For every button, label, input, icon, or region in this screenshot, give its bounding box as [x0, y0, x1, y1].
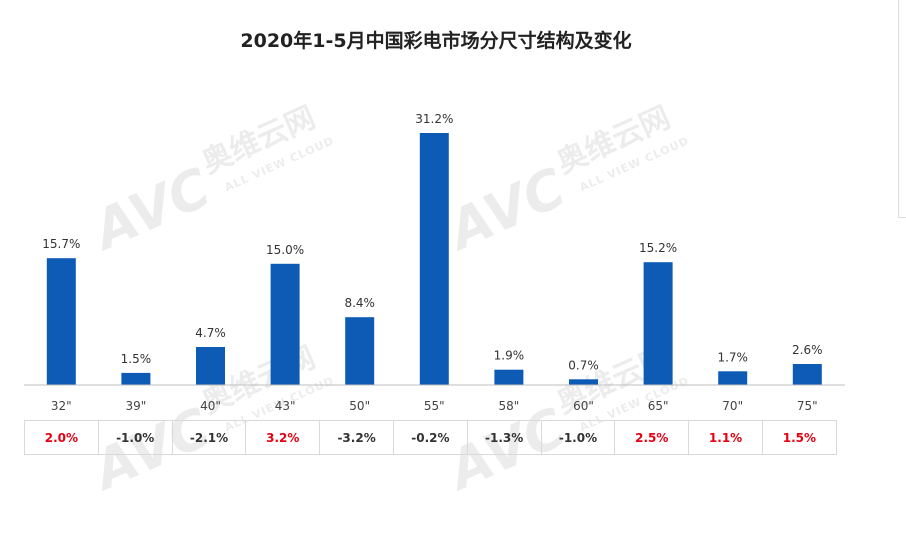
bar-1	[121, 372, 151, 385]
bar-4	[345, 317, 375, 385]
category-label-6: 58"	[499, 399, 520, 413]
bar-0	[46, 258, 76, 385]
category-label-2: 40"	[200, 399, 221, 413]
category-label-7: 60"	[573, 399, 594, 413]
value-label-3: 15.0%	[266, 243, 304, 257]
category-label-10: 75"	[797, 399, 818, 413]
bar-10	[792, 364, 822, 385]
bar-5	[419, 133, 449, 385]
change-cell-5: -0.2%	[392, 420, 468, 455]
bar-8	[643, 262, 673, 385]
value-label-1: 1.5%	[121, 352, 152, 366]
change-cell-9: 1.1%	[688, 420, 763, 455]
chart-title: 2020年1-5月中国彩电市场分尺寸结构及变化	[240, 30, 632, 52]
change-cell-7: -1.0%	[540, 420, 616, 455]
value-label-5: 31.2%	[415, 112, 453, 126]
change-cell-3: 3.2%	[245, 420, 321, 455]
category-label-4: 50"	[349, 399, 370, 413]
value-label-8: 15.2%	[639, 241, 677, 255]
change-cell-1: -1.0%	[97, 420, 173, 455]
category-label-3: 43"	[275, 399, 296, 413]
bar-6	[494, 369, 524, 385]
change-row: 2.0% -1.0% -2.1% 3.2% -3.2% -0.2% -1.3% -1.0% 2.…	[24, 420, 837, 455]
bars-group	[46, 133, 822, 385]
change-cell-0: 2.0%	[24, 420, 99, 455]
value-label-0: 15.7%	[42, 237, 80, 251]
change-cell-4: -3.2%	[319, 420, 394, 455]
bar-9	[718, 371, 748, 385]
labels-group: 15.7% 32" 1.5% 39" 4.7% 40" 15.0% 43" 8.4% 50" 31.…	[42, 112, 822, 413]
change-table: 2.0% -1.0% -2.1% 3.2% -3.2% -0.2% -1.3% -1.0% 2.…	[24, 420, 837, 455]
value-label-4: 8.4%	[344, 296, 375, 310]
change-cell-2: -2.1%	[171, 420, 247, 455]
category-label-8: 65"	[648, 399, 669, 413]
watermark-logo: AVC	[81, 156, 220, 264]
category-label-1: 39"	[126, 399, 147, 413]
bar-3	[270, 263, 300, 385]
value-label-2: 4.7%	[195, 326, 226, 340]
panel-border-corner	[898, 217, 906, 218]
value-label-9: 1.7%	[717, 350, 748, 364]
change-cell-8: 2.5%	[614, 420, 690, 455]
change-cell-6: -1.3%	[466, 420, 542, 455]
category-label-9: 70"	[722, 399, 743, 413]
value-label-10: 2.6%	[792, 343, 823, 357]
bar-2	[196, 347, 225, 385]
watermark-logo: AVC	[436, 156, 575, 264]
panel-border	[898, 0, 899, 218]
value-label-6: 1.9%	[494, 349, 525, 363]
value-label-7: 0.7%	[568, 358, 599, 372]
bar-7	[569, 379, 598, 385]
change-cell-10: 1.5%	[761, 420, 837, 455]
category-label-0: 32"	[51, 399, 72, 413]
category-label-5: 55"	[424, 399, 445, 413]
